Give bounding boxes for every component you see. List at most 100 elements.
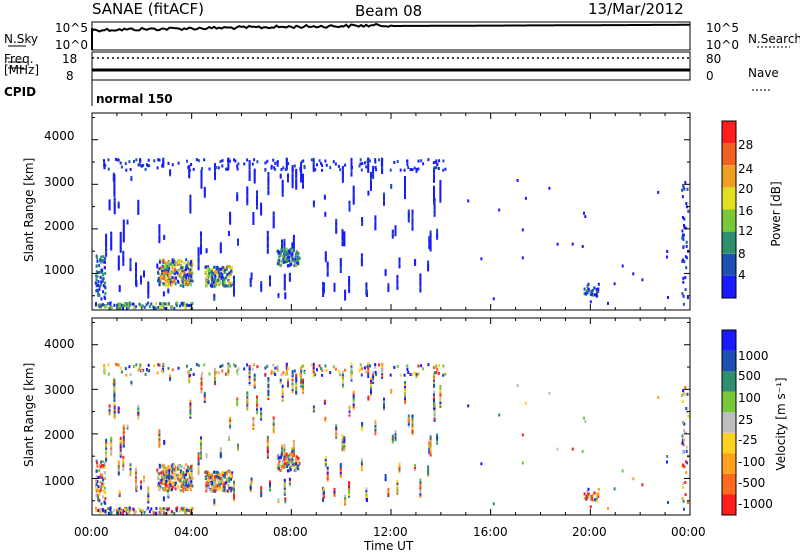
velocity-cell (223, 488, 226, 492)
velocity-cell (105, 454, 108, 458)
power-cell (682, 276, 685, 280)
velocity-cell (348, 409, 351, 413)
power-cell (260, 204, 263, 208)
power-cell (200, 171, 203, 175)
velocity-cell (158, 441, 161, 445)
velocity-cell (278, 456, 281, 460)
velocity-cell (219, 449, 222, 453)
velocity-cell (292, 445, 295, 449)
power-cell (360, 253, 363, 257)
velocity-cell (684, 460, 687, 464)
velocity-cell (133, 365, 135, 368)
power-cell (682, 280, 685, 284)
power-cell (681, 292, 684, 296)
velocity-cell (197, 452, 200, 456)
velocity-cell (137, 406, 140, 410)
power-cell (185, 303, 188, 307)
velocity-cell (284, 497, 287, 501)
power-cell (365, 288, 368, 292)
velocity-cell (173, 473, 176, 477)
power-cell (396, 159, 399, 163)
velocity-cell (391, 440, 394, 444)
velocity-cell (160, 481, 163, 485)
velocity-cell (404, 387, 406, 391)
velocity-cell (205, 481, 208, 484)
power-cell (266, 238, 269, 242)
power-cell (442, 159, 445, 163)
power-cell (163, 234, 166, 238)
velocity-cell (165, 481, 168, 485)
power-cell (391, 235, 394, 239)
velocity-cell (295, 468, 298, 472)
velocity-cell (177, 478, 180, 482)
power-cell (323, 290, 325, 294)
velocity-cell (105, 440, 108, 444)
velocity-cell (361, 367, 364, 371)
power-cell (113, 203, 116, 207)
power-cell (162, 260, 165, 264)
power-cell (171, 163, 174, 167)
power-cell (214, 270, 217, 274)
power-cell (200, 169, 203, 173)
power-cell (267, 192, 270, 196)
power-cell (685, 240, 688, 244)
power-cell (335, 222, 338, 226)
power-cell (260, 202, 263, 206)
velocity-cell (589, 505, 592, 509)
velocity-cell (394, 438, 397, 442)
power-cell (214, 167, 216, 171)
power-cell (102, 259, 105, 262)
velocity-cell (197, 456, 200, 460)
velocity-cell (135, 469, 137, 473)
power-cell (109, 301, 112, 305)
power-cell (129, 262, 132, 266)
velocity-cell (436, 437, 439, 441)
power-cell (684, 255, 687, 259)
velocity-cell (288, 477, 291, 481)
velocity-cell (122, 463, 125, 467)
velocity-cell (283, 445, 286, 449)
velocity-cell (360, 468, 363, 472)
power-cell (163, 260, 166, 264)
velocity-cell (129, 471, 132, 475)
power-cell (283, 238, 286, 242)
power-cell (295, 250, 298, 254)
power-cell (290, 259, 293, 263)
velocity-cell (296, 466, 299, 470)
power-cell (352, 191, 355, 195)
power-cell (147, 301, 150, 305)
power-cell (147, 281, 150, 285)
power-cell (286, 264, 289, 268)
power-cell (436, 230, 439, 234)
velocity-cell (113, 412, 116, 416)
velocity-cell (339, 467, 342, 470)
velocity-cell (122, 444, 125, 448)
nsky-tick-high: 10^5 (55, 21, 88, 35)
power-cell (272, 217, 275, 221)
velocity-cell (682, 389, 685, 393)
power-cell (249, 283, 252, 287)
power-cell (135, 274, 137, 278)
velocity-cell (97, 495, 99, 499)
power-cell (467, 199, 470, 203)
power-cell (179, 284, 182, 288)
velocity-cell (300, 366, 303, 370)
velocity-cell (272, 426, 275, 430)
power-cell (228, 232, 230, 236)
power-cell (165, 276, 168, 280)
velocity-cell (413, 371, 416, 375)
power-cbar-16: 16 (738, 204, 754, 218)
velocity-cell (183, 506, 186, 510)
velocity-cell (117, 408, 120, 412)
power-cell (287, 177, 289, 181)
velocity-cell (181, 485, 184, 489)
power-ytick-2000: 2000 (44, 219, 75, 233)
velocity-cell (335, 435, 338, 439)
velocity-cell (341, 374, 344, 378)
velocity-cell (214, 481, 217, 485)
velocity-cell (283, 480, 286, 484)
power-cell (360, 168, 363, 172)
velocity-cell (129, 463, 132, 467)
velocity-cell (207, 472, 210, 476)
